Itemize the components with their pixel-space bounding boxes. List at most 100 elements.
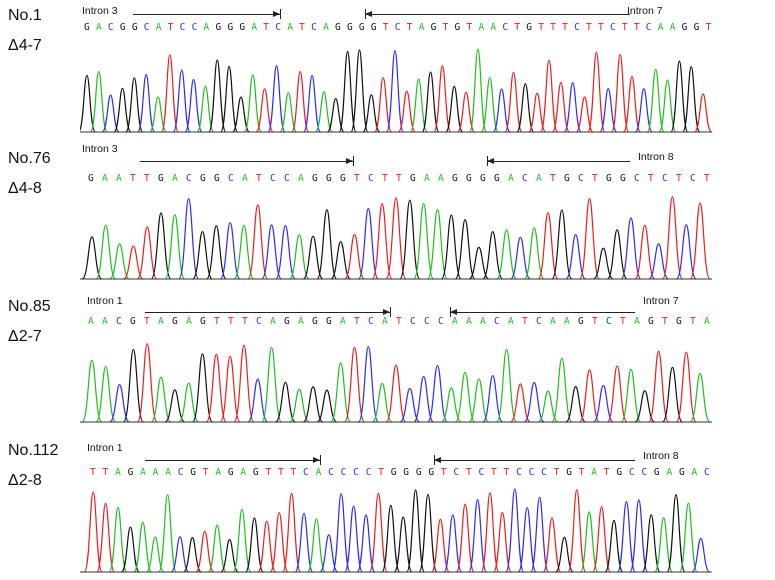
base-call: C — [368, 173, 374, 184]
trace-peak — [554, 536, 574, 573]
trace-peak — [661, 196, 683, 280]
base-call: G — [227, 22, 234, 33]
base-call: C — [522, 173, 528, 184]
base-call: G — [410, 173, 416, 184]
base-call: T — [597, 22, 604, 33]
trace-peak — [302, 386, 324, 423]
base-call: C — [645, 22, 652, 33]
trace-peak — [220, 65, 239, 133]
trace-peak — [170, 536, 190, 573]
right-arrow — [145, 457, 320, 463]
junction-marker — [280, 9, 281, 19]
trace-peak — [648, 243, 669, 280]
base-call: A — [438, 173, 444, 184]
trace-peak — [537, 390, 559, 423]
sample-label: No.112 — [8, 442, 59, 459]
base-call: C — [606, 316, 612, 327]
base-call: C — [228, 173, 234, 184]
base-call: T — [167, 22, 174, 33]
base-call: G — [190, 467, 196, 478]
base-call: A — [315, 467, 322, 478]
base-call: A — [270, 316, 276, 327]
base-call: T — [277, 467, 284, 478]
base-call: G — [454, 22, 461, 33]
trace-peak — [399, 199, 421, 280]
base-call: G — [564, 173, 570, 184]
base-call: G — [606, 173, 612, 184]
base-call: G — [158, 173, 164, 184]
base-call: A — [508, 173, 514, 184]
right-intron-label: Intron 8 — [638, 151, 674, 163]
trace-peak — [164, 389, 186, 423]
base-call: C — [453, 467, 460, 478]
trace-peak — [661, 366, 683, 423]
base-call: T — [491, 467, 497, 478]
base-call: G — [428, 467, 435, 478]
junction-marker — [320, 455, 321, 465]
base-call: T — [144, 316, 150, 327]
base-call: T — [265, 467, 272, 478]
trace-peak — [282, 492, 302, 573]
base-call: T — [578, 467, 585, 478]
base-call: G — [616, 467, 623, 478]
base-call: C — [365, 467, 372, 478]
trace-peak — [620, 368, 642, 423]
base-call: G — [335, 22, 341, 33]
deletion-label: Δ2-7 — [8, 328, 42, 345]
base-call: G — [340, 173, 346, 184]
base-call: A — [704, 316, 710, 327]
trace-peak — [233, 225, 255, 280]
left-arrow — [365, 11, 630, 17]
base-call: G — [252, 467, 259, 478]
junction-marker — [365, 9, 366, 19]
left-intron-label: Intron 3 — [82, 5, 118, 17]
trace-peak — [492, 88, 511, 133]
base-call: T — [102, 467, 109, 478]
trace-peak — [356, 514, 376, 573]
trace-peak — [288, 234, 310, 280]
base-call: T — [705, 22, 712, 33]
trace-peak — [261, 346, 283, 423]
trace-peak — [385, 197, 407, 280]
trace-peak — [516, 83, 535, 133]
base-call: C — [107, 22, 114, 33]
trace-peak — [101, 94, 120, 133]
trace-peak — [274, 381, 296, 423]
base-call: G — [566, 467, 572, 478]
base-call: T — [550, 173, 556, 184]
trace-peak — [244, 517, 264, 573]
base-call: C — [186, 173, 192, 184]
trace-peak — [542, 517, 562, 573]
base-call: T — [242, 316, 248, 327]
base-call: A — [88, 316, 94, 327]
base-call: A — [298, 173, 304, 184]
trace-peak — [95, 365, 117, 423]
trace-peak — [689, 372, 711, 423]
trace-peak — [611, 53, 630, 133]
base-call: G — [172, 316, 178, 327]
base-call: T — [514, 22, 521, 33]
base-call: T — [522, 316, 528, 327]
trace-peak — [670, 60, 689, 133]
base-call: T — [592, 316, 598, 327]
base-call: C — [528, 467, 535, 478]
trace-peak — [575, 96, 594, 133]
junction-marker — [353, 156, 354, 166]
base-call: G — [415, 467, 422, 478]
trace-peak — [616, 500, 636, 573]
trace-peak — [289, 388, 310, 423]
trace-peak — [604, 519, 624, 573]
base-call: T — [603, 467, 610, 478]
base-call: T — [90, 467, 96, 478]
right-intron-label: Intron 8 — [643, 450, 679, 462]
base-call: G — [200, 316, 206, 327]
base-call: T — [378, 467, 384, 478]
trace-peak — [427, 364, 448, 423]
base-call: A — [478, 22, 485, 33]
trace-peak — [523, 227, 545, 280]
trace-peak — [480, 77, 499, 133]
base-call: A — [591, 467, 597, 478]
